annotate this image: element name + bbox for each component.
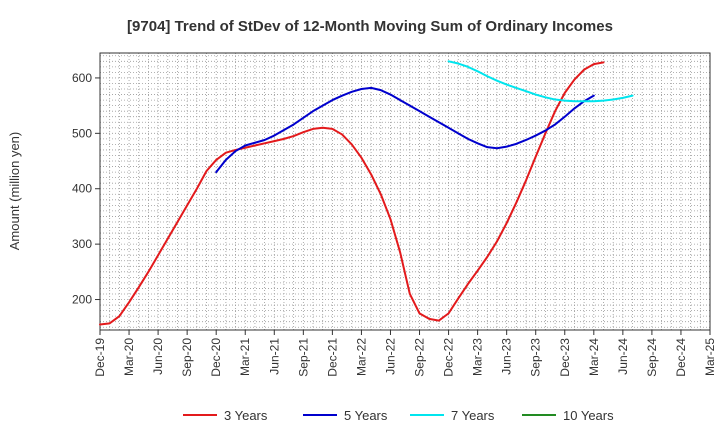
x-tick-label: Jun-23	[500, 338, 514, 375]
legend-label: 7 Years	[451, 408, 495, 423]
x-tick-label: Mar-22	[354, 338, 368, 376]
series-line-3-years	[99, 61, 605, 326]
y-tick-label: 600	[72, 71, 92, 85]
x-tick-label: Dec-22	[442, 338, 456, 377]
legend-label: 5 Years	[344, 408, 388, 423]
x-tick-label: Mar-21	[238, 338, 252, 376]
series-layer	[99, 60, 634, 326]
x-tick-label: Dec-19	[93, 338, 107, 377]
y-tick-label: 500	[72, 126, 92, 140]
x-tick-label: Sep-21	[296, 338, 310, 377]
grid-layer	[100, 53, 710, 330]
x-tick-label: Jun-20	[151, 338, 165, 375]
y-axis-ticks: 200 300 400 500 600	[72, 71, 100, 307]
x-tick-label: Jun-24	[616, 338, 630, 375]
x-tick-label: Dec-21	[325, 338, 339, 377]
x-tick-label: Sep-23	[529, 338, 543, 377]
y-tick-label: 400	[72, 182, 92, 196]
x-tick-label: Sep-20	[180, 338, 194, 377]
x-tick-label: Mar-23	[471, 338, 485, 376]
y-tick-label: 200	[72, 293, 92, 307]
x-axis-ticks: Dec-19 Mar-20 Jun-20 Sep-20 Dec-20 Mar-21 Jun-…	[93, 330, 717, 377]
legend-label: 3 Years	[224, 408, 268, 423]
legend-label: 10 Years	[563, 408, 614, 423]
y-axis-label: Amount (million yen)	[7, 132, 22, 251]
x-tick-label: Mar-24	[587, 338, 601, 376]
x-tick-label: Dec-20	[209, 338, 223, 377]
x-tick-label: Jun-22	[383, 338, 397, 375]
x-tick-label: Dec-24	[674, 338, 688, 377]
x-tick-label: Sep-22	[413, 338, 427, 377]
series-line-5-years	[215, 86, 595, 174]
y-tick-label: 300	[72, 237, 92, 251]
x-tick-label: Sep-24	[645, 338, 659, 377]
legend: 3 Years 5 Years 7 Years 10 Years	[183, 408, 614, 423]
plot-area-border	[99, 52, 711, 331]
chart-title: [9704] Trend of StDev of 12-Month Moving…	[127, 18, 613, 35]
x-tick-label: Dec-23	[558, 338, 572, 377]
x-tick-label: Mar-25	[703, 338, 717, 376]
series-line-7-years	[447, 60, 634, 103]
x-tick-label: Jun-21	[267, 338, 281, 375]
x-tick-label: Mar-20	[122, 338, 136, 376]
